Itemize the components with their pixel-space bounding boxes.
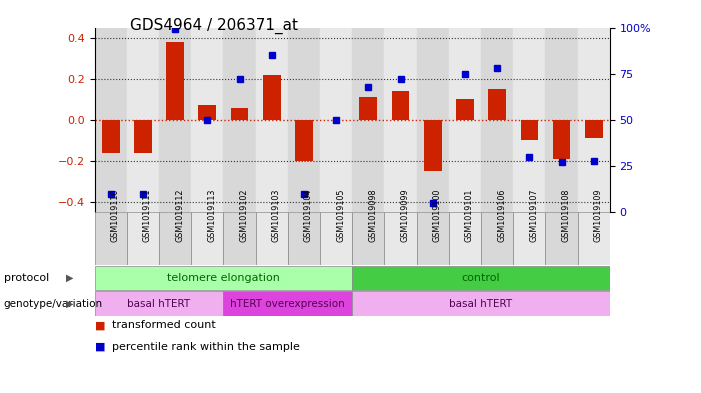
Bar xyxy=(552,120,571,159)
Text: GSM1019110: GSM1019110 xyxy=(111,188,120,242)
Bar xyxy=(481,28,513,212)
Text: ▶: ▶ xyxy=(67,299,74,309)
Text: transformed count: transformed count xyxy=(112,320,216,330)
Bar xyxy=(95,266,353,290)
Bar xyxy=(127,28,159,212)
Bar xyxy=(424,120,442,171)
Text: GSM1019099: GSM1019099 xyxy=(400,188,409,242)
Bar xyxy=(456,99,474,120)
Bar xyxy=(353,28,384,212)
Text: basal hTERT: basal hTERT xyxy=(128,299,191,309)
Bar xyxy=(320,28,353,212)
Bar xyxy=(256,212,288,265)
Bar xyxy=(449,212,481,265)
Bar xyxy=(95,212,127,265)
Text: GSM1019104: GSM1019104 xyxy=(304,188,313,242)
Text: GSM1019113: GSM1019113 xyxy=(207,188,217,242)
Text: ■: ■ xyxy=(95,320,105,330)
Bar xyxy=(166,42,184,120)
Bar xyxy=(191,28,224,212)
Bar xyxy=(481,212,513,265)
Bar xyxy=(159,28,191,212)
Bar xyxy=(95,28,127,212)
Text: GSM1019108: GSM1019108 xyxy=(562,188,571,242)
Text: GSM1019098: GSM1019098 xyxy=(368,188,377,242)
Bar xyxy=(134,120,152,153)
Text: basal hTERT: basal hTERT xyxy=(449,299,512,309)
Bar xyxy=(578,28,610,212)
Bar xyxy=(198,105,216,120)
Text: telomere elongation: telomere elongation xyxy=(167,273,280,283)
Bar xyxy=(513,212,545,265)
Bar xyxy=(416,212,449,265)
Bar xyxy=(353,266,610,290)
Bar xyxy=(288,212,320,265)
Text: GSM1019102: GSM1019102 xyxy=(240,188,249,242)
Text: GSM1019109: GSM1019109 xyxy=(594,188,603,242)
Bar xyxy=(521,120,538,140)
Text: protocol: protocol xyxy=(4,273,49,283)
Text: GSM1019112: GSM1019112 xyxy=(175,188,184,242)
Bar xyxy=(353,291,610,316)
Bar xyxy=(392,91,409,120)
Text: percentile rank within the sample: percentile rank within the sample xyxy=(112,342,300,352)
Text: control: control xyxy=(462,273,501,283)
Text: ■: ■ xyxy=(95,342,105,352)
Bar xyxy=(545,28,578,212)
Text: GSM1019100: GSM1019100 xyxy=(433,188,442,242)
Bar xyxy=(256,28,288,212)
Bar xyxy=(449,28,481,212)
Bar xyxy=(384,28,416,212)
Text: GSM1019106: GSM1019106 xyxy=(497,188,506,242)
Bar xyxy=(224,212,256,265)
Bar xyxy=(95,291,224,316)
Text: GSM1019107: GSM1019107 xyxy=(529,188,538,242)
Bar xyxy=(159,212,191,265)
Bar xyxy=(489,89,506,120)
Bar xyxy=(224,291,353,316)
Bar xyxy=(320,212,353,265)
Bar xyxy=(288,28,320,212)
Bar xyxy=(263,75,280,120)
Bar xyxy=(353,212,384,265)
Text: GSM1019101: GSM1019101 xyxy=(465,188,474,242)
Bar xyxy=(384,212,416,265)
Text: GDS4964 / 206371_at: GDS4964 / 206371_at xyxy=(130,18,298,34)
Text: ▶: ▶ xyxy=(67,273,74,283)
Bar xyxy=(545,212,578,265)
Text: genotype/variation: genotype/variation xyxy=(4,299,102,309)
Bar xyxy=(127,212,159,265)
Text: GSM1019111: GSM1019111 xyxy=(143,188,152,242)
Bar xyxy=(231,108,248,120)
Text: GSM1019103: GSM1019103 xyxy=(272,188,280,242)
Bar xyxy=(578,212,610,265)
Bar xyxy=(513,28,545,212)
Text: GSM1019105: GSM1019105 xyxy=(336,188,345,242)
Bar xyxy=(295,120,313,161)
Bar xyxy=(585,120,603,138)
Bar xyxy=(102,120,120,153)
Bar xyxy=(191,212,224,265)
Bar xyxy=(416,28,449,212)
Text: hTERT overexpression: hTERT overexpression xyxy=(231,299,345,309)
Bar xyxy=(360,97,377,120)
Bar xyxy=(224,28,256,212)
